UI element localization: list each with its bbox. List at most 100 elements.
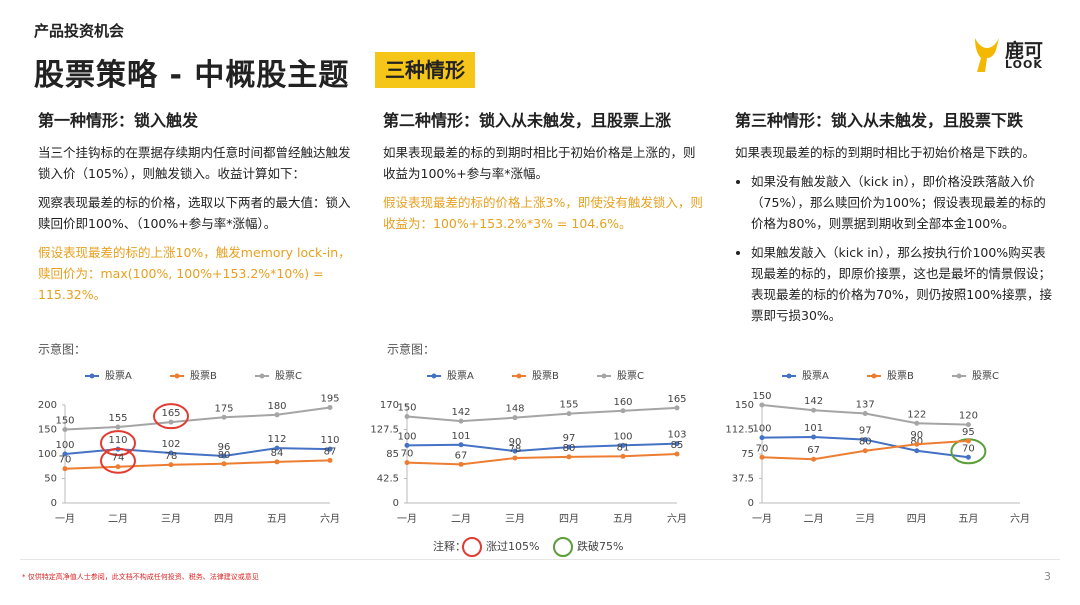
y-tick-label: 0 (51, 498, 57, 509)
data-point (404, 442, 410, 448)
data-point (620, 442, 626, 448)
legend-dot (871, 373, 877, 379)
data-point (115, 424, 121, 430)
y-tick-label: 85 (386, 449, 399, 460)
data-point (566, 454, 572, 460)
data-label: 150 (397, 403, 416, 414)
data-label: 142 (804, 396, 823, 407)
column-heading: 第三种情形：锁入从未触发，且股票下跌 (735, 111, 1024, 130)
y-tick-label: 100 (38, 449, 57, 460)
legend-label: 股票A (802, 370, 829, 382)
text-column: 第二种情形：锁入从未触发，且股票上涨 如果表现最差的标的到期时相比于初始价格是上涨… (383, 108, 705, 242)
footer-rule (20, 559, 1060, 560)
x-tick-label: 六月 (667, 513, 687, 525)
data-label: 150 (752, 391, 771, 402)
y-tick-label: 42.5 (377, 474, 399, 485)
legend-label: 股票B (190, 370, 217, 382)
bullet-list: 如果没有触发敲入（kick in），即价格没跌落敲入价（75%），那么赎回价为1… (735, 171, 1057, 326)
data-point (327, 457, 333, 463)
data-label: 165 (161, 408, 180, 419)
data-label: 81 (617, 442, 630, 453)
data-label: 80 (859, 437, 872, 448)
data-point (566, 411, 572, 417)
data-label: 74 (112, 453, 125, 464)
series-line (406, 406, 678, 423)
data-label: 101 (804, 423, 823, 434)
data-point (404, 460, 410, 466)
x-tick-label: 一月 (55, 513, 75, 525)
data-label: 90 (910, 430, 923, 441)
data-point (862, 410, 868, 416)
data-label: 148 (505, 404, 524, 415)
disclaimer: * 仅供特定高净值人士参阅，此文档不构成任何投资、税务、法律建议或意见 (22, 573, 259, 581)
chart-caption: 示意图： (38, 342, 86, 357)
data-point (811, 407, 817, 413)
x-tick-label: 五月 (958, 513, 978, 525)
section-label: 产品投资机会 (34, 22, 125, 40)
data-label: 120 (959, 411, 978, 422)
x-tick-label: 四月 (214, 513, 234, 525)
note-label: 注释： (433, 539, 466, 553)
data-point (965, 454, 971, 460)
legend-dot (259, 373, 265, 379)
data-point (168, 450, 174, 456)
data-point (965, 438, 971, 444)
slide-title: 股票策略 - 中概股主题 (34, 58, 350, 93)
highlight-circle (100, 430, 136, 457)
data-label: 195 (320, 393, 339, 404)
data-point (759, 435, 765, 441)
data-point (221, 453, 227, 459)
data-label: 165 (667, 394, 686, 405)
y-tick-label: 150 (38, 425, 57, 436)
y-tick-label: 150 (735, 400, 754, 411)
data-point (168, 419, 174, 425)
data-label: 85 (671, 440, 684, 451)
paragraph: 如果表现最差的标的到期时相比于初始价格是下跌的。 (735, 145, 1036, 160)
data-point (458, 418, 464, 424)
x-tick-label: 四月 (907, 513, 927, 525)
legend-dot (956, 373, 962, 379)
data-label: 122 (907, 409, 926, 420)
data-point (458, 461, 464, 467)
paragraph: 观察表现最差的标的价格，选取以下两者的最大值：锁入赎回价即100%、（100%+… (38, 195, 351, 231)
data-point (674, 441, 680, 447)
bullet: 如果触发敲入（kick in），那么按执行价100%购买表现最差的标的，即原价接… (751, 242, 1057, 326)
data-point (674, 451, 680, 457)
column-heading: 第二种情形：锁入从未触发，且股票上涨 (383, 111, 672, 130)
text-column: 第一种情形：锁入触发 当三个挂钩标的在票据存续期内任意时间都曾经触达触发锁入价（1… (38, 108, 360, 313)
data-point (914, 441, 920, 447)
data-point (759, 454, 765, 460)
highlight-circle (100, 447, 136, 474)
note-circle (462, 537, 482, 557)
legend-dot (601, 373, 607, 379)
highlight-circle (153, 403, 189, 430)
y-tick-label: 170 (380, 400, 399, 411)
data-point (811, 434, 817, 440)
x-tick-label: 六月 (1010, 513, 1030, 525)
paragraph: 当三个挂钩标的在票据存续期内任意时间都曾经触达触发锁入价（105%），则触发锁入… (38, 145, 351, 181)
title-tag: 三种情形 (375, 52, 475, 88)
data-label: 70 (756, 443, 769, 454)
highlight-paragraph: 假设表现最差的标的上涨10%，触发memory lock-in，赎回价为：max… (38, 245, 351, 302)
legend-dot (174, 373, 180, 379)
data-label: 100 (55, 440, 74, 451)
series-line (64, 459, 331, 470)
data-label: 101 (451, 431, 470, 442)
legend-dot (516, 373, 522, 379)
data-label: 103 (667, 430, 686, 441)
series-line (406, 453, 678, 466)
data-point (327, 404, 333, 410)
data-point (327, 446, 333, 452)
y-tick-label: 75 (741, 449, 754, 460)
data-point (458, 442, 464, 448)
data-point (404, 414, 410, 420)
data-label: 155 (108, 413, 127, 424)
data-label: 80 (563, 443, 576, 454)
data-point (811, 456, 817, 462)
data-point (674, 405, 680, 411)
note-text: 涨过105% (486, 540, 539, 553)
data-label: 70 (59, 455, 72, 466)
data-label: 70 (401, 449, 414, 460)
data-point (914, 420, 920, 426)
data-label: 112 (267, 434, 286, 445)
